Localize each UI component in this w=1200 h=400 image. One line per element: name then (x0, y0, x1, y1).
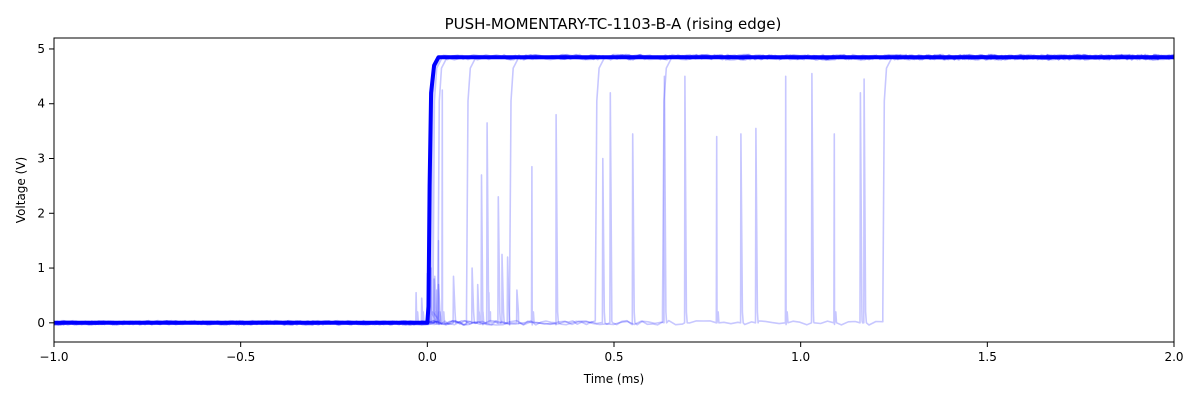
x-tick-label: 0.5 (604, 350, 623, 364)
x-tick-label: 1.5 (978, 350, 997, 364)
y-axis-label: Voltage (V) (14, 157, 28, 223)
x-axis-ticks: −1.0 −0.5 0.0 0.5 1.0 1.5 2.0 (39, 342, 1184, 364)
x-tick-label: 0.0 (418, 350, 437, 364)
x-tick-label: 2.0 (1164, 350, 1183, 364)
chart-title: PUSH-MOMENTARY-TC-1103-B-A (rising edge) (445, 15, 782, 33)
y-axis-ticks: 0 1 2 3 4 5 (37, 42, 54, 330)
x-tick-label: −1.0 (39, 350, 68, 364)
y-tick-label: 5 (37, 42, 45, 56)
main-trace-layer (54, 55, 1174, 325)
x-axis-label: Time (ms) (583, 372, 645, 386)
y-tick-label: 0 (37, 316, 45, 330)
y-tick-label: 2 (37, 206, 45, 220)
x-tick-label: 1.0 (791, 350, 810, 364)
y-tick-label: 3 (37, 152, 45, 166)
y-tick-label: 1 (37, 261, 45, 275)
x-tick-label: −0.5 (226, 350, 255, 364)
y-tick-label: 4 (37, 97, 45, 111)
main-trace (54, 55, 1174, 325)
